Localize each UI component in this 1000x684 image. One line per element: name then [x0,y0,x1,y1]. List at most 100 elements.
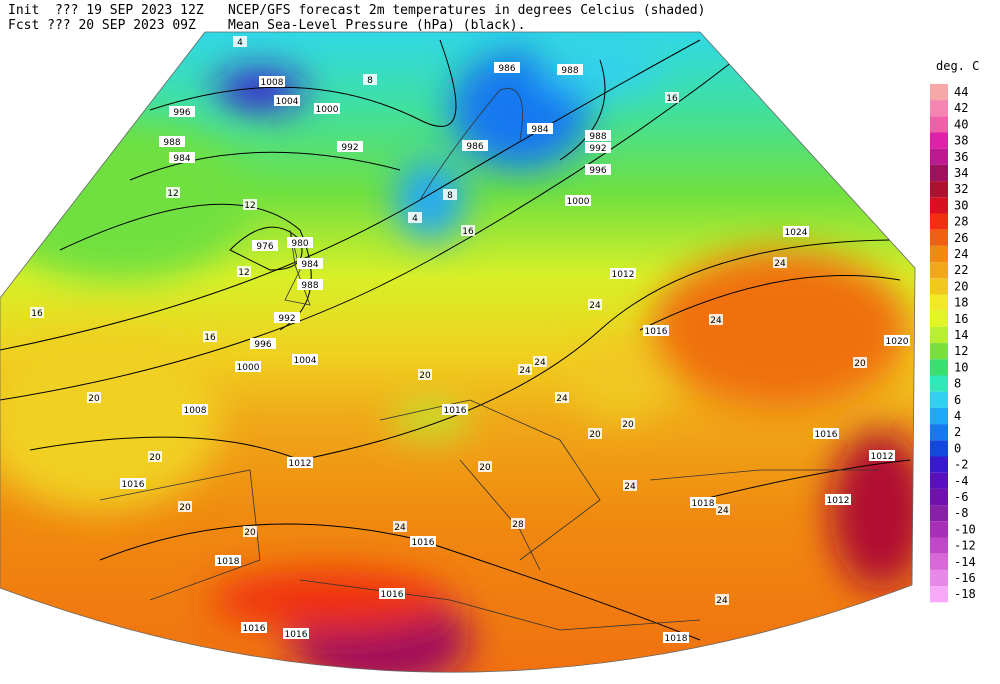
legend: 4442403836343230282624222018161412108642… [930,83,976,603]
legend-label: 18 [954,296,968,310]
legend-swatch [930,132,948,149]
isobar-label-bg [869,450,895,461]
temperature-label-bg [478,461,492,472]
legend-label: 8 [954,377,961,391]
isobar-label: 1016 [122,480,145,490]
legend-label: 22 [954,263,968,277]
legend-label: 12 [954,344,968,358]
temperature-label-bg [203,331,217,342]
legend-label: -12 [954,539,976,553]
temperature-label: 24 [710,316,722,326]
isobar-label-bg [884,335,910,346]
legend-label: 26 [954,231,968,245]
legend-label: 20 [954,279,968,293]
isobar-label: 1018 [665,634,688,644]
temperature-label-bg [588,428,602,439]
temperature-label: 16 [204,333,216,343]
temperature-label: 20 [622,420,634,430]
isobar-label: 1008 [261,78,284,88]
legend-swatch [930,537,948,554]
isobar-label-bg [379,588,405,599]
isobar-label-bg [565,195,591,206]
legend-swatch [930,83,948,101]
temperature-label-bg [511,518,525,529]
isobar-label-bg [825,494,851,505]
isobar-label: 986 [498,64,515,74]
isobar-label: 1016 [815,430,838,440]
legend-label: 6 [954,393,961,407]
legend-title: deg. C [936,59,979,73]
legend-label: -10 [954,522,976,536]
legend-label: 44 [954,85,968,99]
legend-label: -16 [954,571,976,585]
isobar-label: 996 [254,340,271,350]
isobar-label-bg [283,628,309,639]
legend-swatch [930,116,948,133]
temperature-label-bg [243,199,257,210]
isobar-label-bg [287,457,313,468]
isobar-label-bg [585,130,611,141]
legend-swatch [930,148,948,165]
isobar-label-bg [235,361,261,372]
legend-swatch [930,440,948,457]
init-time: Init ??? 19 SEP 2023 12Z [8,3,204,18]
legend-label: 40 [954,117,968,131]
map-labels: 1008 1004 1000 996 992 988 984 976 980 984 988 992 9… [30,36,910,644]
legend-label: 10 [954,360,968,374]
isobar-label: 988 [301,281,318,291]
legend-label: -14 [954,555,976,569]
temperature-label: 24 [589,301,601,311]
isobar-label: 976 [256,242,273,252]
temperature-label-bg [621,418,635,429]
legend-swatch [930,326,948,344]
legend-swatch [930,164,948,182]
legend-swatch [930,407,948,425]
isobar-label: 984 [531,125,548,135]
legend-label: 16 [954,312,968,326]
legend-label: -2 [954,458,968,472]
temperature-label: 8 [367,76,373,86]
legend-label: 32 [954,182,968,196]
isobar-label: 1016 [285,630,308,640]
isobar-label-bg [215,555,241,566]
isobar-label: 1012 [612,270,635,280]
legend-swatch [930,375,948,392]
legend-swatch [930,181,948,198]
isobar-label: 992 [341,143,358,153]
temperature-label-bg [418,369,432,380]
temperature-label: 20 [88,394,100,404]
legend-swatch [930,569,948,587]
temperature-label: 24 [394,523,406,533]
isobar-label: 988 [163,138,180,148]
temperature-label: 12 [244,201,255,211]
temperature-label: 4 [412,214,418,224]
legend-swatch [930,213,948,230]
forecast-time: Fcst ??? 20 SEP 2023 09Z [8,18,196,33]
temperature-label-bg [148,451,162,462]
temperature-label: 16 [462,227,474,237]
isobar-label: 984 [301,260,318,270]
temperature-label: 20 [589,430,601,440]
temperature-label: 20 [244,528,256,538]
temperature-label-bg [363,74,377,85]
temperature-label: 28 [512,520,524,530]
temperature-label-bg [555,392,569,403]
temperature-label-bg [588,299,602,310]
temperature-label: 20 [479,463,491,473]
isobar-label-bg [252,240,278,251]
isobar-label: 1008 [184,406,207,416]
legend-label: 4 [954,409,961,423]
temperature-label-bg [237,266,251,277]
temperature-label: 24 [716,596,728,606]
isobar-label-bg [494,62,520,73]
isobar-label: 992 [589,144,606,154]
legend-swatch [930,472,948,489]
isobar-label-bg [274,95,300,106]
temperature-label: 16 [31,309,43,319]
temperature-label-bg [623,480,637,491]
isobar-label: 1012 [827,496,850,506]
legend-swatch [930,197,948,214]
legend-swatch [930,391,948,408]
